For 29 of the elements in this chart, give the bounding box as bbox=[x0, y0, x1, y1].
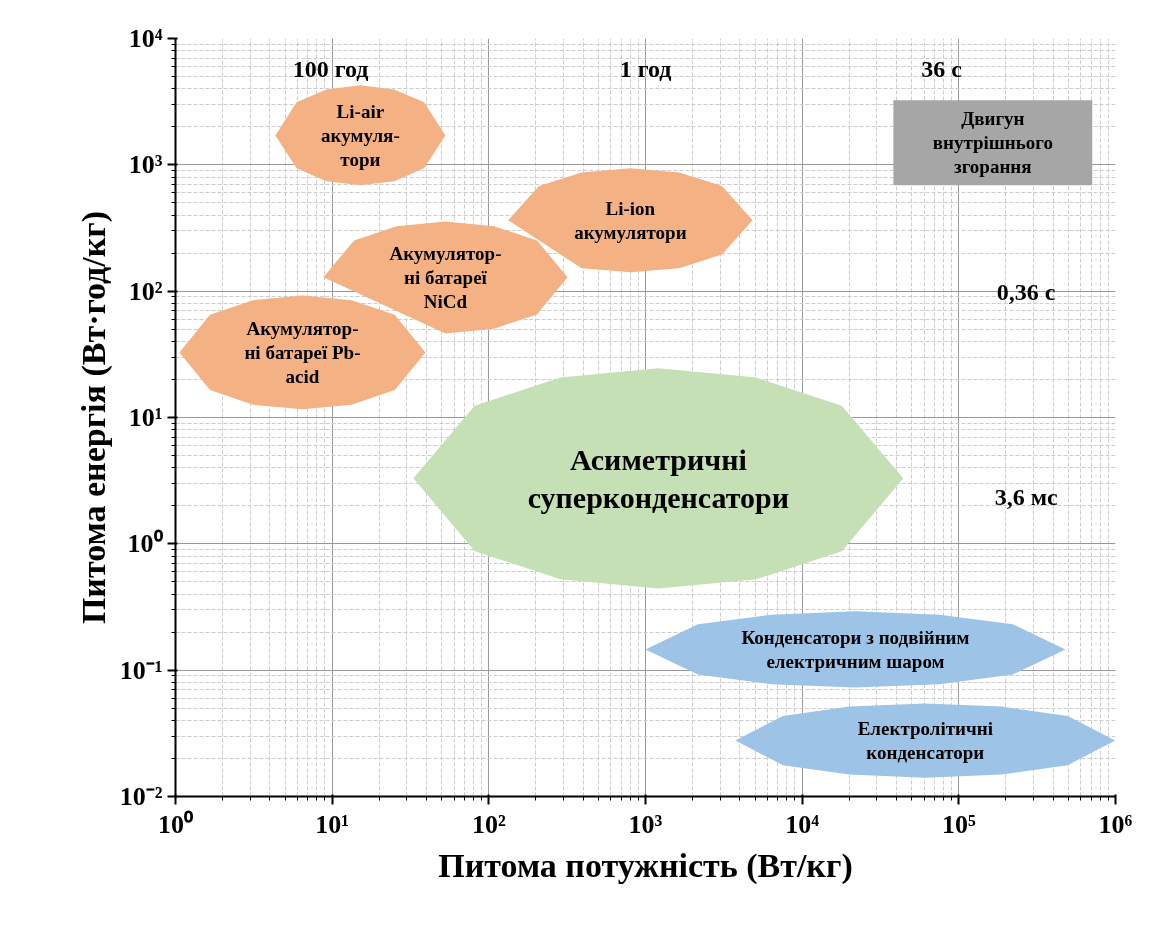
series-label: Li-ion акумулятори bbox=[574, 197, 687, 243]
y-tick-label: 10² bbox=[128, 276, 163, 306]
annotation: 36 с bbox=[921, 55, 963, 82]
x-tick-label: 10⁰ bbox=[158, 809, 194, 839]
series-label: Електролітичні конденсатори bbox=[857, 717, 993, 764]
y-tick-label: 10⁴ bbox=[128, 24, 163, 53]
annotation: 0,36 с bbox=[996, 279, 1056, 306]
y-tick-label: 10⁰ bbox=[127, 529, 164, 559]
series-label: Конденсатори з подвійним електричним шаром bbox=[741, 626, 970, 673]
x-tick-label: 10¹ bbox=[315, 809, 350, 839]
x-tick-label: 10⁶ bbox=[1098, 809, 1133, 839]
x-tick-label: 10³ bbox=[628, 809, 663, 839]
x-tick-label: 10⁴ bbox=[785, 809, 820, 839]
series-label: Акумулятор- ні батареї Pb- acid bbox=[244, 317, 361, 388]
x-tick-label: 10² bbox=[471, 809, 506, 839]
y-axis-title: Питома енергія (Вт·год/кг) bbox=[74, 210, 113, 625]
annotation: 1 год bbox=[619, 55, 672, 82]
x-tick-label: 10⁵ bbox=[941, 809, 976, 839]
series-label: Акумулятор- ні батареї NiCd bbox=[389, 242, 502, 313]
y-tick-label: 10⁻¹ bbox=[119, 655, 163, 685]
y-tick-label: 10³ bbox=[128, 150, 163, 180]
series-label: Асиметричні суперконденсатори bbox=[527, 442, 790, 514]
annotation: 3,6 мс bbox=[994, 484, 1059, 511]
annotation: 100 год bbox=[292, 55, 369, 82]
x-axis-title: Питома потужність (Вт/кг) bbox=[438, 846, 853, 885]
series-label: Двигун внутрішнього згорання bbox=[932, 108, 1053, 178]
y-tick-label: 10¹ bbox=[128, 403, 163, 432]
y-tick-label: 10⁻² bbox=[119, 782, 163, 811]
series-label: Li-air акумуля- тори bbox=[321, 100, 400, 170]
